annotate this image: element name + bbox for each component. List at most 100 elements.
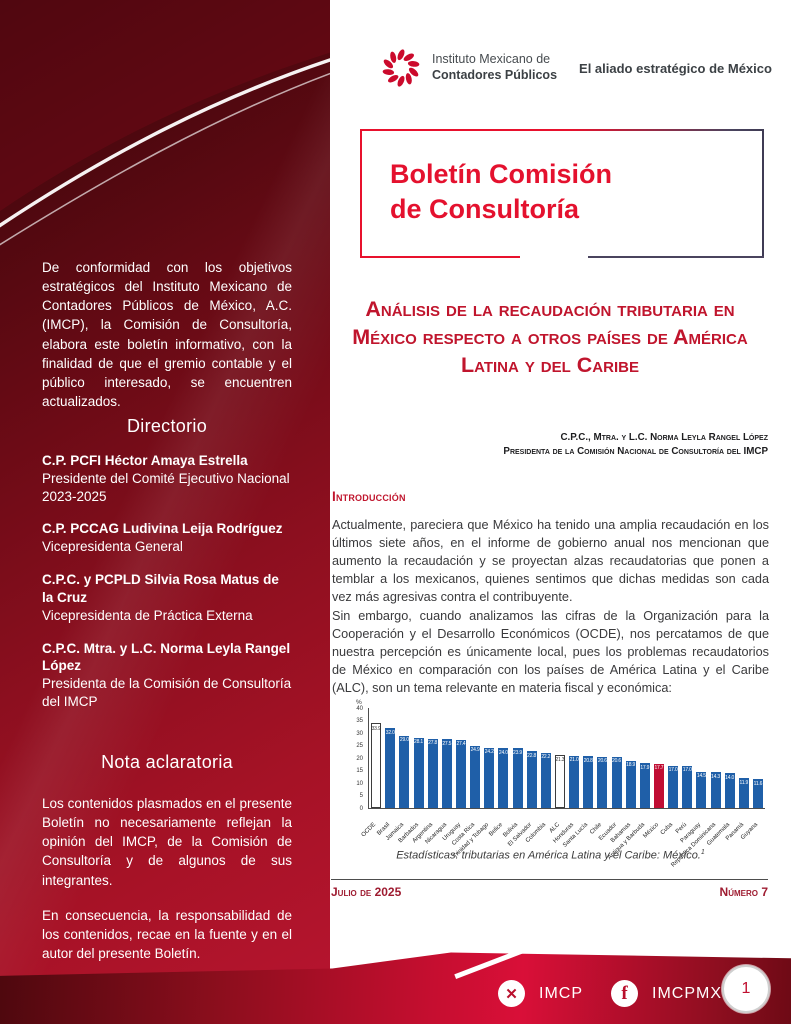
bulletin-title-line1: Boletín Comisión <box>390 159 612 189</box>
facebook-icon[interactable]: f <box>611 980 638 1007</box>
bulletin-title: Boletín Comisión de Consultoría <box>390 157 612 227</box>
directory-entry: C.P. PCFI Héctor Amaya Estrella Presiden… <box>42 452 292 505</box>
social-links: ✕ IMCP f IMCPMX <box>498 980 736 1007</box>
chart-bar-value: 22.8 <box>527 752 537 759</box>
logo-tagline: El aliado estratégico de México <box>579 60 772 76</box>
footer-rule <box>331 879 768 880</box>
sidebar-intro-text: De conformidad con los objetivos estraté… <box>42 260 292 410</box>
chart-bar-value: 28.1 <box>414 739 423 746</box>
figure-footnote-mark: 1 <box>700 849 705 856</box>
directory-entry-name: C.P.C. Mtra. y L.C. Norma Leyla Rangel L… <box>42 640 291 674</box>
chart-bar-value: 17.0 <box>668 767 678 773</box>
chart-bar-value: 21.3 <box>555 757 565 764</box>
page-number-badge: 1 <box>722 965 770 1013</box>
chart-bar-Costa Rica: 24.9 <box>470 745 481 808</box>
chart-y-tick: 30 <box>356 730 363 737</box>
page-number: 1 <box>741 980 751 997</box>
footer-date: Julio de 2025 <box>331 885 402 899</box>
chart-bar-México: 17.7 <box>653 763 664 808</box>
footer-row: Julio de 2025 Número 7 <box>331 885 768 899</box>
logo-line2: Contadores Públicos <box>432 68 558 82</box>
author-name: C.P.C., Mtra. y L.C. Norma Leyla Rangel … <box>560 432 768 443</box>
chart-bar-El Salvador: 22.8 <box>526 751 537 808</box>
article-paragraph: Actualmente, pareciera que México ha ten… <box>332 518 769 605</box>
chart-bar-value: 11.6 <box>753 780 763 787</box>
directory-list: C.P. PCFI Héctor Amaya Estrella Presiden… <box>42 452 292 726</box>
note-paragraph: Los contenidos plasmados en el presente … <box>42 796 292 888</box>
chart-y-tick: 20 <box>356 755 363 762</box>
figure-caption: Estadísticas: tributarias en América Lat… <box>332 849 769 862</box>
chart-bar-Paraguay: 14.5 <box>696 771 707 808</box>
footer-issue-number: Número 7 <box>719 885 768 899</box>
chart-bar-value: 11.9 <box>739 779 749 786</box>
chart-bar-Perú: 17.0 <box>682 765 693 808</box>
chart-y-tick: 40 <box>356 705 363 712</box>
logo-line1: Instituto Mexicano de <box>432 52 551 67</box>
chart-bar-value: 29.0 <box>399 737 409 743</box>
chart-bar-value: 32.0 <box>385 729 395 736</box>
chart-bar-Belice: 24.0 <box>498 748 509 808</box>
imcp-logo: Instituto Mexicano de Contadores Público… <box>378 42 772 94</box>
chart-bar-Bahamas: 18.9 <box>625 760 636 808</box>
chart-bar-value: 17.9 <box>640 764 650 771</box>
chart-bar-Jamaica: 29.0 <box>399 735 410 808</box>
chart-bar-value: 20.6 <box>597 758 607 764</box>
chart-bar-value: 27.5 <box>442 740 452 747</box>
chart-bar-value: 18.9 <box>626 762 636 769</box>
directory-entry-name: C.P. PCFI Héctor Amaya Estrella <box>42 453 248 468</box>
directory-title: Directorio <box>126 416 208 436</box>
facebook-handle[interactable]: IMCPMX <box>652 984 722 1002</box>
chart-bar-Trinidad y Tobago: 24.2 <box>484 747 495 808</box>
imcp-starburst-icon <box>382 49 420 87</box>
note-title: Nota aclaratoria <box>101 752 233 772</box>
chart-bar-value: 14.5 <box>696 773 706 780</box>
box-border-top <box>360 129 764 131</box>
chart-bar-value: 14.3 <box>711 773 720 780</box>
chart-bar-Guatemala: 14.0 <box>724 773 735 808</box>
box-border-left <box>360 129 362 258</box>
chart-y-axis: 0 5 10 15 20 25 30 35 40 <box>346 705 366 812</box>
chart-y-axis-unit: % <box>356 699 362 706</box>
chart-y-tick: 5 <box>359 793 363 799</box>
chart-bar-ALC: 21.3 <box>554 754 565 808</box>
chart-y-tick: 0 <box>359 805 363 812</box>
author-role: Presidenta de la Comisión Nacional de Co… <box>503 446 768 458</box>
article-author: C.P.C., Mtra. y L.C. Norma Leyla Rangel … <box>332 431 768 459</box>
chart-bar-value: 23.9 <box>513 749 522 756</box>
directory-entry-role: Vicepresidenta de Práctica Externa <box>42 607 253 623</box>
chart-y-tick: 25 <box>356 743 363 749</box>
chart-y-tick: 15 <box>356 768 363 774</box>
figure-caption-text: Estadísticas: tributarias en América Lat… <box>396 849 701 862</box>
chart-bar-value: 20.6 <box>612 758 621 764</box>
sidebar: De conformidad con los objetivos estraté… <box>0 0 330 1024</box>
chart-bar-Chile: 20.6 <box>597 756 608 808</box>
chart-bar-Uruguay: 27.4 <box>455 739 466 808</box>
chart-bar-value: 27.4 <box>456 741 466 747</box>
chart-bar-OCDE: 33.9 <box>371 723 382 808</box>
chart-bar-value: 24.9 <box>470 747 480 754</box>
directory-entry-name: C.P.C. y PCPLD Silvia Rosa Matus de la C… <box>42 572 279 605</box>
chart-bar-Cuba: 17.0 <box>668 765 679 808</box>
directory-entry-role: Presidente del Comité Ejecutivo Nacional… <box>42 470 290 504</box>
directory-entry-name: C.P. PCCAG Ludivina Leija Rodríguez <box>42 521 283 537</box>
chart-bar-value: 17.7 <box>654 765 664 772</box>
chart-bar-value: 17.0 <box>682 767 692 773</box>
chart-bar-Nicaragua: 27.5 <box>441 739 452 808</box>
x-twitter-icon[interactable]: ✕ <box>498 980 525 1007</box>
chart-bar-value: 33.9 <box>371 725 381 732</box>
directory-entry-role: Presidenta de la Comisión de Consultoría… <box>42 676 292 709</box>
chart-bar-Honduras: 21.0 <box>569 755 580 808</box>
bulletin-title-box: Boletín Comisión de Consultoría <box>360 129 764 258</box>
x-handle[interactable]: IMCP <box>539 984 583 1002</box>
chart-bar-Brasil: 32.0 <box>385 728 396 808</box>
chart-bar-value: 24.0 <box>498 749 508 756</box>
note-paragraph: En consecuencia, la responsabilidad de l… <box>42 907 292 962</box>
directory-entry: C.P.C. Mtra. y L.C. Norma Leyla Rangel L… <box>42 640 292 711</box>
chart-y-tick: 35 <box>356 718 363 724</box>
chart-bar-Antigua y Barbuda: 17.9 <box>639 763 650 808</box>
bulletin-title-line2: de Consultoría <box>390 194 580 225</box>
chart-bar-Argentina: 27.8 <box>427 738 438 808</box>
chart-bar-Guyana: 11.6 <box>752 779 763 808</box>
chart-bar-Bolivia: 23.9 <box>512 748 523 808</box>
chart-bar-value: 24.2 <box>484 749 494 755</box>
